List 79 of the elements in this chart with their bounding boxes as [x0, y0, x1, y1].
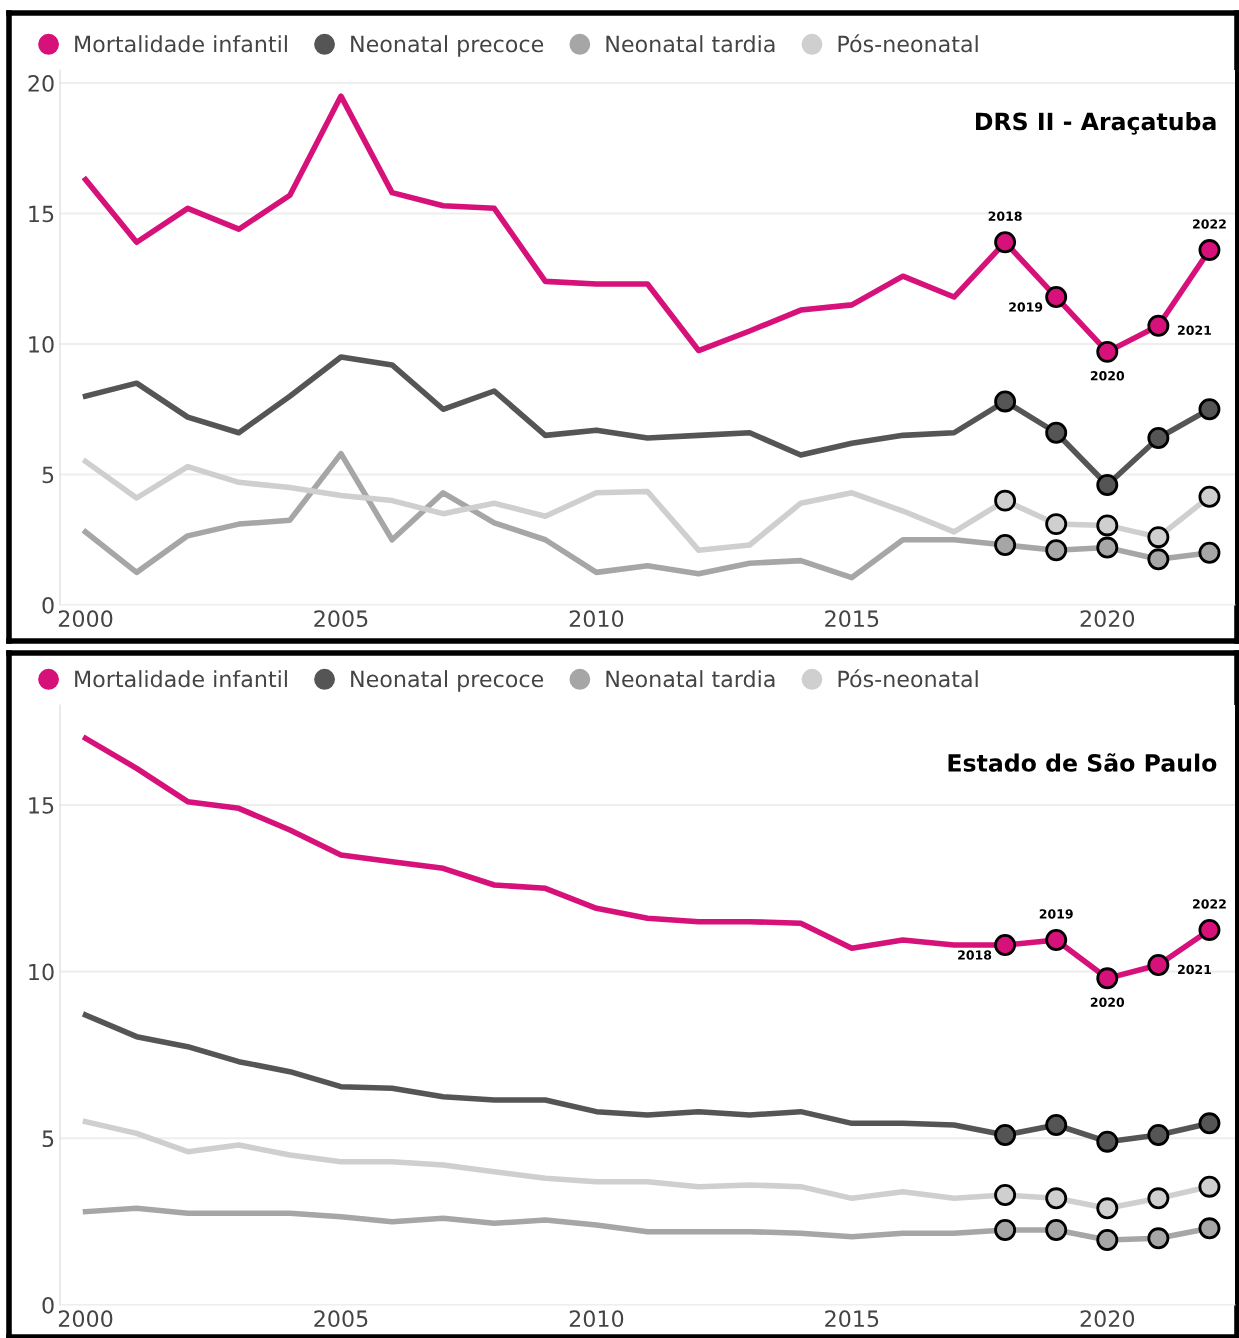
- annotation: 2022: [1193, 899, 1226, 909]
- annotation: 2020: [1090, 997, 1125, 1007]
- point: [994, 1124, 1017, 1146]
- x-tick-label: 2005: [314, 610, 368, 628]
- point: [1198, 1175, 1221, 1198]
- point: [1147, 1187, 1170, 1210]
- point: [1096, 1197, 1119, 1220]
- x-tick-label: 2015: [825, 610, 879, 628]
- point: [1096, 1229, 1119, 1251]
- point: [1198, 541, 1221, 564]
- point: [1198, 239, 1221, 262]
- point: [994, 390, 1017, 413]
- y-tick-label: 0: [42, 1296, 54, 1314]
- annotation: 2021: [1178, 964, 1212, 975]
- point: [1147, 314, 1170, 337]
- point: [1045, 1219, 1068, 1241]
- point: [1096, 536, 1119, 559]
- annotation: 2021: [1178, 325, 1212, 335]
- text: Estado de São Paulo: [948, 753, 1217, 772]
- point: [1147, 548, 1170, 571]
- point: [1045, 539, 1068, 562]
- x-tick-label: 2020: [1080, 610, 1135, 628]
- legend-label: Neonatal tardia: [606, 670, 775, 688]
- point: [1147, 1227, 1170, 1250]
- legend-label: Neonatal tardia: [606, 35, 775, 53]
- legend-label: Pós-neonatal: [838, 34, 978, 53]
- y-tick-label: 5: [42, 1130, 54, 1148]
- y-tick-label: 5: [42, 466, 54, 484]
- point: [994, 489, 1017, 512]
- legend-label: Mortalidade infantil: [75, 670, 287, 688]
- annotation: 2018: [958, 950, 992, 960]
- legend-label: Neonatal precoce: [351, 670, 544, 692]
- x-tick-label: 2020: [1080, 1310, 1135, 1328]
- y-tick-label: 0: [42, 596, 54, 614]
- point: [1045, 286, 1068, 309]
- point: [1096, 967, 1119, 990]
- point: [1045, 513, 1068, 536]
- x-tick-label: 2010: [569, 1310, 624, 1328]
- point: [994, 934, 1017, 956]
- point: [994, 534, 1017, 556]
- point: [1147, 427, 1170, 449]
- point: [1045, 1114, 1068, 1136]
- point: [1198, 485, 1221, 508]
- annotation: 2020: [1090, 371, 1125, 381]
- point: [1096, 340, 1119, 363]
- y-tick-label: 15: [29, 205, 54, 223]
- x-tick-label: 2010: [569, 610, 624, 628]
- text: DRS II - Araçatuba: [976, 112, 1216, 135]
- point: [1147, 526, 1170, 549]
- legend-label: Mortalidade infantil: [75, 35, 287, 53]
- annotation: 2019: [1009, 302, 1043, 312]
- point: [994, 1219, 1017, 1241]
- point: [1045, 1187, 1068, 1210]
- y-tick-label: 15: [29, 797, 54, 814]
- point: [1147, 954, 1170, 976]
- point: [1045, 929, 1068, 951]
- point: [1096, 1130, 1119, 1153]
- point: [1198, 398, 1221, 421]
- point: [1198, 1112, 1221, 1135]
- x-tick-label: 2015: [825, 1310, 879, 1328]
- legend-label: Neonatal precoce: [351, 35, 544, 57]
- point: [1198, 919, 1221, 941]
- y-tick-label: 10: [29, 963, 54, 981]
- point: [994, 231, 1017, 254]
- y-tick-label: 20: [28, 75, 54, 92]
- annotation: 2018: [988, 211, 1022, 221]
- y-tick-label: 10: [29, 335, 54, 353]
- point: [1096, 514, 1119, 537]
- point: [1045, 421, 1068, 444]
- point: [1198, 1217, 1221, 1240]
- legend-label: Pós-neonatal: [838, 669, 978, 688]
- x-tick-label: 2000: [58, 1310, 113, 1328]
- point: [1147, 1124, 1170, 1146]
- annotation: 2019: [1039, 909, 1073, 919]
- annotation: 2022: [1193, 219, 1226, 229]
- x-tick-label: 2005: [314, 1310, 368, 1328]
- point: [1096, 473, 1119, 496]
- point: [994, 1184, 1017, 1206]
- x-tick-label: 2000: [58, 610, 113, 628]
